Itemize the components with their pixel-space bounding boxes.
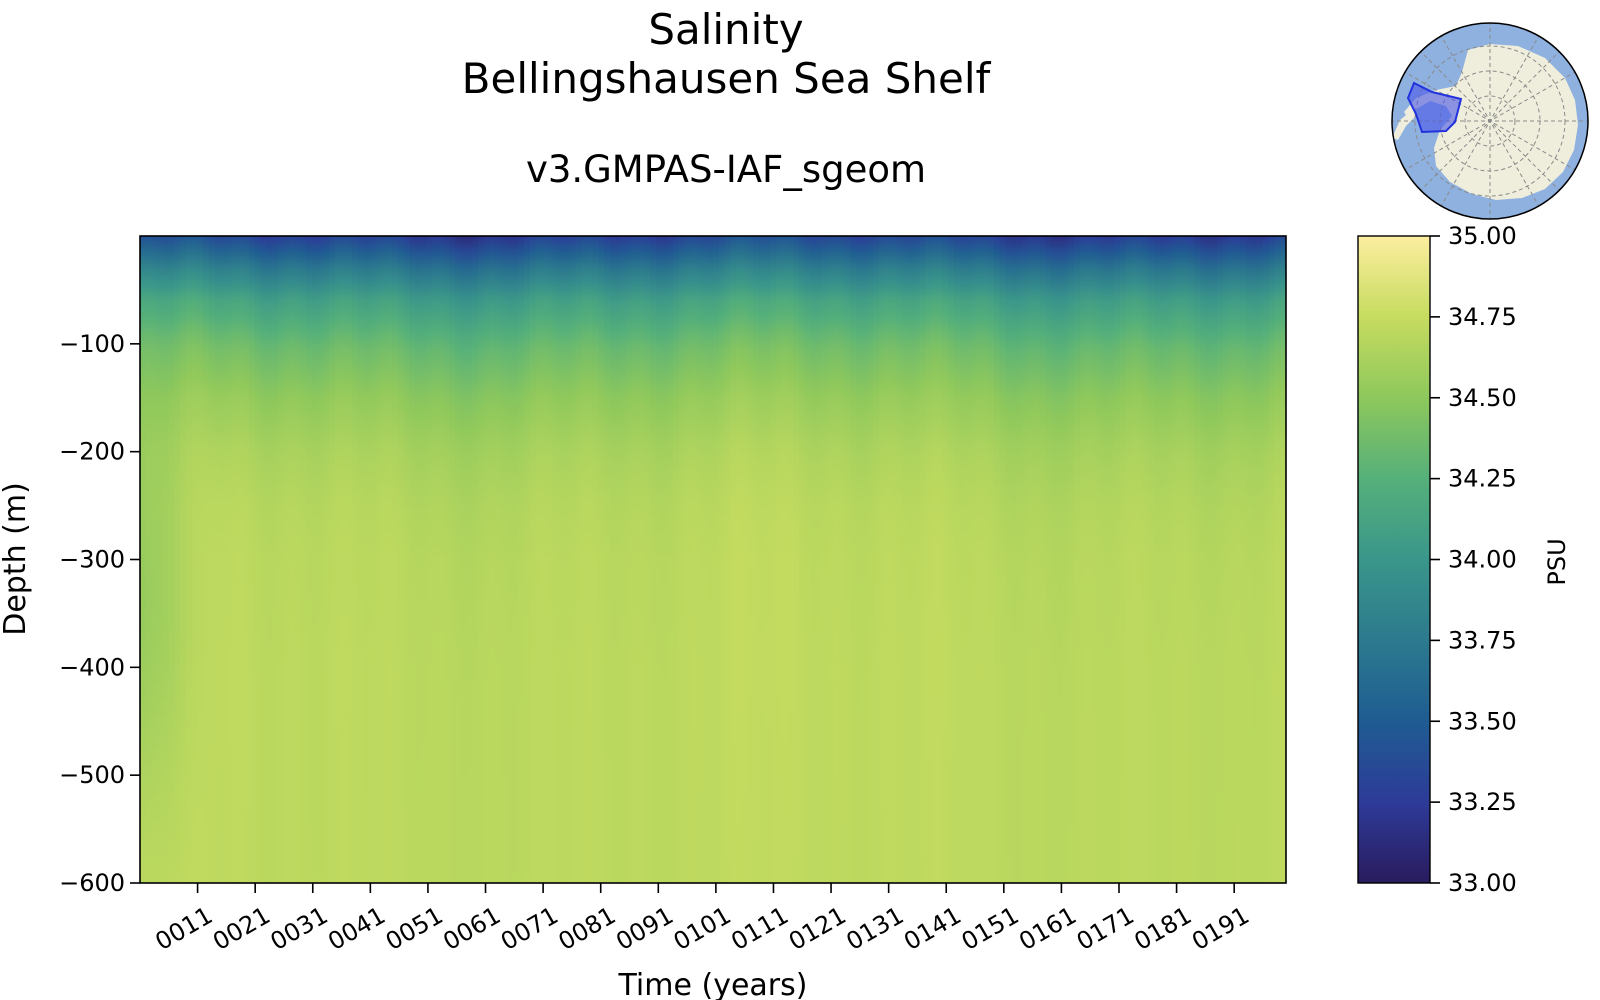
colorbar-tick-label: 33.00 [1448, 869, 1517, 897]
x-tick-label: 0021 [208, 901, 275, 956]
y-tick-label: −200 [59, 438, 125, 466]
colorbar-tick-label: 33.75 [1448, 626, 1517, 654]
x-tick-label: 0161 [1014, 901, 1081, 956]
x-tick-label: 0191 [1187, 901, 1254, 956]
chart-run-subtitle: v3.GMPAS-IAF_sgeom [526, 148, 926, 191]
y-axis-label: Depth (m) [0, 482, 33, 636]
x-tick-label: 0091 [611, 901, 678, 956]
colorbar-tick-label: 33.25 [1448, 788, 1517, 816]
x-tick-label: 0011 [150, 901, 217, 956]
y-tick-label: −500 [59, 761, 125, 789]
x-tick-label: 0041 [323, 901, 390, 956]
x-tick-label: 0111 [726, 901, 793, 956]
y-axis-ticks: −100 −200 −300 −400 −500 −600 [59, 330, 140, 897]
chart-region-subtitle: Bellingshausen Sea Shelf [462, 54, 992, 103]
colorbar-tick-label: 34.50 [1448, 384, 1517, 412]
colorbar-label: PSU [1543, 538, 1571, 585]
chart-title: Salinity [648, 5, 803, 54]
x-tick-label: 0031 [266, 901, 333, 956]
colorbar-tick-label: 33.50 [1448, 707, 1517, 735]
x-tick-label: 0151 [957, 901, 1024, 956]
x-tick-label: 0061 [438, 901, 505, 956]
inset-region-highlight [1406, 81, 1463, 134]
x-axis-ticks: 0011002100310041005100610071008100910101… [150, 883, 1254, 956]
colorbar-tick-label: 34.75 [1448, 303, 1517, 331]
colorbar-tick-label: 34.25 [1448, 465, 1517, 493]
colorbar [1357, 235, 1431, 884]
antarctica-inset-map [1391, 22, 1589, 220]
x-tick-label: 0071 [496, 901, 563, 956]
x-tick-label: 0051 [381, 901, 448, 956]
x-tick-label: 0121 [784, 901, 851, 956]
x-tick-label: 0131 [842, 901, 909, 956]
colorbar-ticks: 35.00 34.75 34.50 34.25 34.00 33.75 33.50 33.25… [1430, 222, 1517, 897]
inset-land-peninsula [1392, 110, 1416, 140]
heatmap-area [140, 236, 1286, 883]
x-tick-label: 0141 [899, 901, 966, 956]
x-tick-label: 0181 [1129, 901, 1196, 956]
inset-globe-outline [1391, 22, 1589, 220]
x-tick-label: 0171 [1072, 901, 1139, 956]
y-tick-label: −300 [59, 546, 125, 574]
y-tick-label: −100 [59, 330, 125, 358]
y-tick-label: −600 [59, 869, 125, 897]
colorbar-tick-label: 34.00 [1448, 546, 1517, 574]
x-tick-label: 0081 [554, 901, 621, 956]
y-tick-label: −400 [59, 653, 125, 681]
x-axis-label: Time (years) [618, 968, 808, 1000]
x-tick-label: 0101 [669, 901, 736, 956]
colorbar-tick-label: 35.00 [1448, 222, 1517, 250]
